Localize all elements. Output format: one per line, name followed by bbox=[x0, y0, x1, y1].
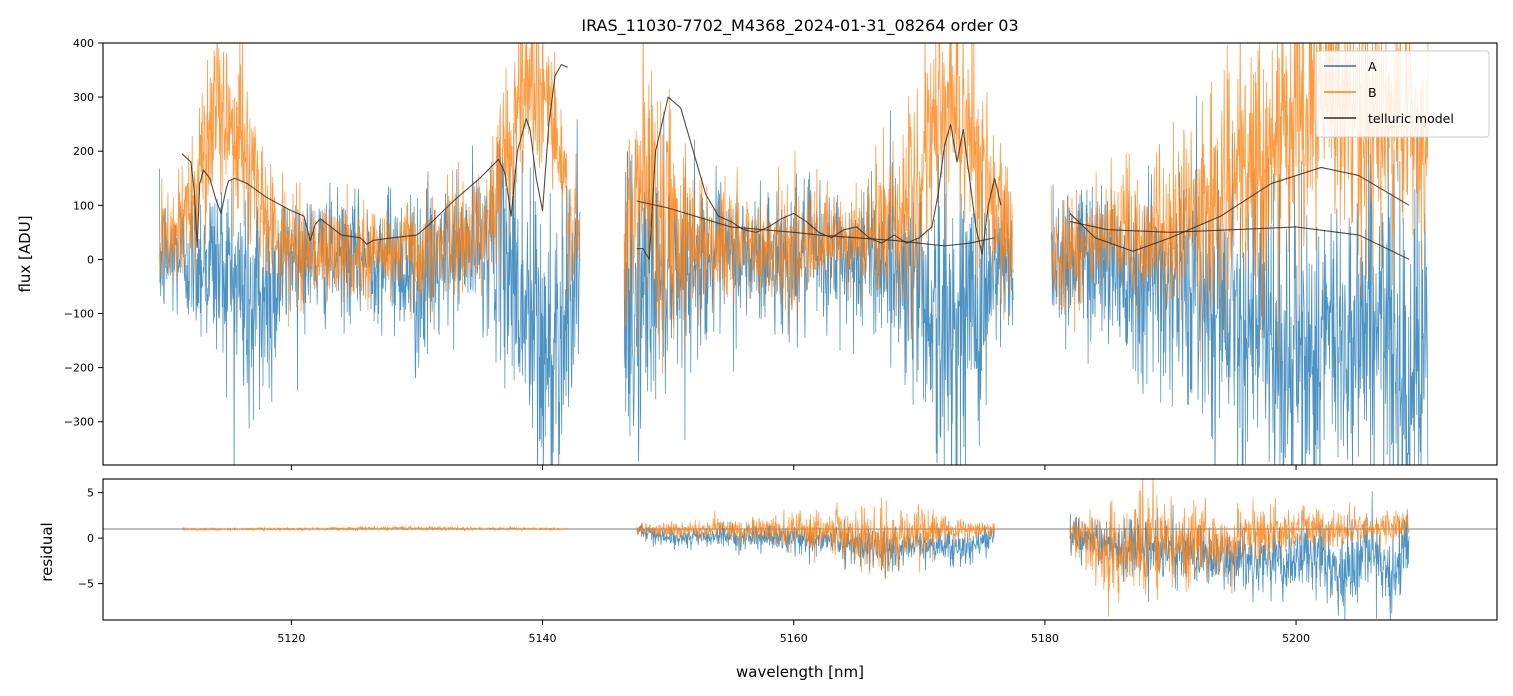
flux-series-b-segment-1 bbox=[623, 43, 1014, 375]
y-tick-label: −100 bbox=[64, 308, 94, 321]
x-tick-label: 5140 bbox=[529, 632, 557, 645]
telluric-model-curve-4 bbox=[1069, 166, 1410, 252]
residual-series-a-segment-0 bbox=[636, 519, 995, 578]
y-tick-label: −5 bbox=[78, 578, 94, 591]
x-tick-label: 5160 bbox=[780, 632, 808, 645]
flux-series-a-segment-0 bbox=[159, 119, 581, 465]
x-tick-label: 5180 bbox=[1031, 632, 1059, 645]
flux-plot-frame bbox=[102, 42, 1498, 466]
y-tick-label: 400 bbox=[73, 37, 94, 50]
legend-label-a: A bbox=[1368, 59, 1377, 74]
residual-series-b-segment-2 bbox=[1069, 479, 1410, 617]
x-tick-label: 5200 bbox=[1282, 632, 1310, 645]
x-axis-label: wavelength [nm] bbox=[736, 663, 864, 681]
telluric-model-curve-2 bbox=[636, 200, 995, 247]
residual-panel: −5 0 5 5120 5140 5160 5180 5200 residual wavel… bbox=[38, 478, 1498, 681]
y-tick-label: 0 bbox=[87, 253, 94, 266]
flux-series-b-segment-0 bbox=[159, 43, 581, 327]
residual-plot-frame bbox=[102, 478, 1498, 621]
y-tick-label: 200 bbox=[73, 145, 94, 158]
x-tick-label: 5120 bbox=[277, 632, 305, 645]
y-tick-label: 300 bbox=[73, 91, 94, 104]
flux-series-a-segment-1 bbox=[623, 110, 1014, 465]
y-tick-label: −300 bbox=[64, 416, 94, 429]
flux-y-axis-label: flux [ADU] bbox=[16, 215, 34, 292]
y-tick-label: 5 bbox=[87, 487, 94, 500]
legend: A B telluric model bbox=[1315, 50, 1490, 138]
figure-title: IRAS_11030-7702_M4368_2024-01-31_08264 o… bbox=[581, 16, 1018, 36]
residual-y-axis-label: residual bbox=[38, 522, 56, 581]
y-tick-label: −200 bbox=[64, 362, 94, 375]
telluric-model-curve-1 bbox=[636, 96, 1002, 260]
y-tick-label: 0 bbox=[87, 532, 94, 545]
residual-series-b-segment-0 bbox=[181, 525, 569, 533]
legend-box bbox=[1315, 50, 1490, 138]
flux-panel: −300 −200 −100 0 100 200 300 400 flux [ADU] A B… bbox=[16, 37, 1498, 470]
legend-label-telluric-model: telluric model bbox=[1368, 111, 1454, 126]
flux-series-a-segment-2 bbox=[1050, 95, 1429, 465]
telluric-model-curve-0 bbox=[181, 64, 568, 249]
residual-series-b-segment-1 bbox=[636, 497, 996, 580]
telluric-model-curve-3 bbox=[1069, 221, 1410, 260]
y-tick-label: 100 bbox=[73, 199, 94, 212]
legend-label-b: B bbox=[1368, 85, 1377, 100]
